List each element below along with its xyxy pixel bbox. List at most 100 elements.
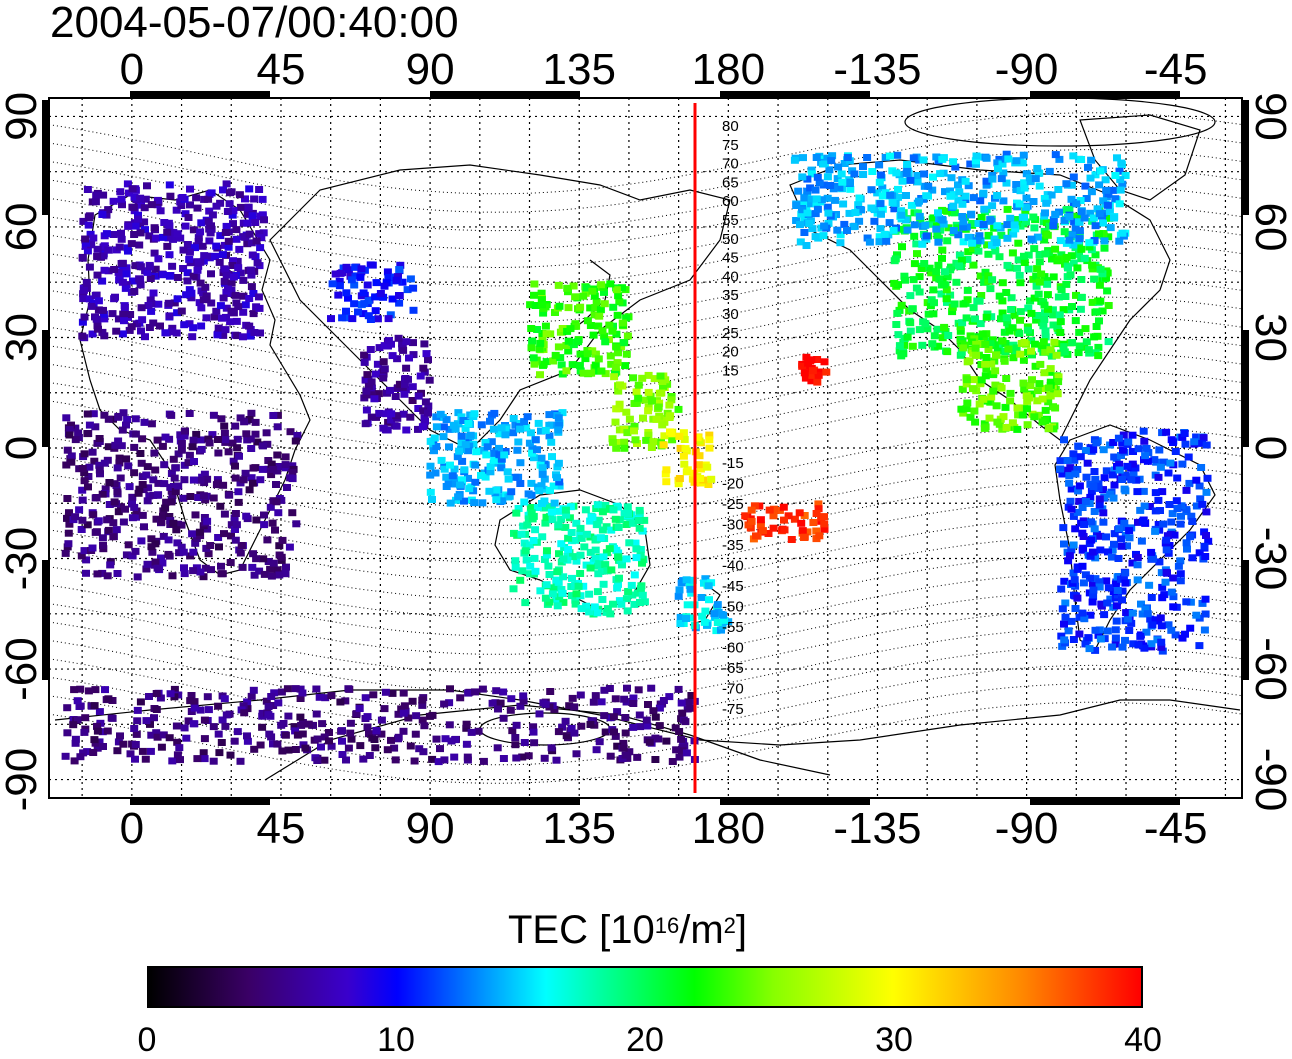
tec-cell (1186, 624, 1195, 632)
tec-cell (938, 216, 947, 224)
tec-cell (90, 736, 99, 744)
tec-cell (230, 737, 239, 745)
tec-cell (151, 466, 160, 474)
tec-cell (430, 434, 439, 442)
tec-cell (142, 471, 151, 479)
tec-cell (593, 501, 602, 509)
tec-cell (291, 685, 300, 693)
tec-cell (1089, 586, 1098, 594)
tec-cell (71, 424, 80, 432)
tec-cell (327, 692, 336, 700)
tec-cell (382, 410, 391, 418)
tec-cell (1192, 476, 1201, 484)
tec-cell (1046, 392, 1055, 400)
tec-cell (166, 690, 175, 698)
tec-cell (189, 324, 198, 332)
tec-cell (813, 378, 822, 386)
tec-cell (187, 692, 196, 699)
tec-cell (1069, 541, 1078, 549)
tec-cell (1156, 463, 1165, 471)
tec-cell (636, 585, 645, 593)
tec-cell (104, 526, 113, 534)
magnetic-latitude-label: -65 (722, 660, 744, 677)
tec-cell (521, 423, 530, 431)
tec-cell (574, 582, 583, 590)
tec-cell (546, 688, 555, 695)
tec-cell (186, 201, 194, 209)
tec-cell (859, 171, 868, 178)
tec-cell (526, 429, 535, 437)
tec-cell (663, 380, 672, 388)
tec-cell (982, 177, 991, 185)
tec-cell (1136, 506, 1145, 514)
tec-cell (1200, 626, 1209, 634)
tec-cell (173, 309, 182, 317)
tec-cell (464, 474, 472, 482)
tec-cell (366, 316, 375, 323)
tec-cell (667, 396, 676, 404)
tec-observation-points (61, 150, 1213, 766)
tec-cell (165, 513, 174, 520)
tec-cell (1143, 610, 1152, 618)
tec-cell (747, 517, 756, 525)
tec-cell (1013, 425, 1022, 433)
tec-cell (94, 517, 103, 525)
tec-cell (235, 245, 244, 253)
tec-cell (562, 732, 571, 740)
tec-cell (577, 605, 586, 613)
tec-cell (325, 737, 333, 745)
tec-cell (1081, 640, 1090, 648)
tec-cell (572, 322, 581, 330)
tec-cell (1127, 619, 1136, 627)
tec-cell (579, 292, 588, 300)
tec-cell (517, 530, 526, 538)
tec-cell (256, 476, 265, 484)
tec-cell (176, 431, 185, 439)
tec-cell (1174, 562, 1183, 570)
tec-cell (82, 278, 91, 286)
tec-cell (211, 252, 219, 260)
tec-cell (246, 332, 255, 340)
tec-cell (916, 216, 925, 224)
tec-cell (381, 688, 390, 696)
tec-cell (328, 280, 337, 288)
tec-cell (622, 595, 631, 603)
tec-cell (642, 716, 651, 724)
tec-cell (387, 736, 395, 744)
tec-cell (143, 463, 152, 471)
tec-cell (676, 444, 685, 452)
tec-cell (95, 466, 104, 474)
tec-cell (980, 205, 989, 213)
tec-cell (462, 720, 471, 728)
tec-cell (227, 521, 236, 529)
tec-cell (1154, 496, 1163, 504)
tec-cell (586, 564, 595, 572)
tec-cell (248, 251, 257, 259)
tec-cell (919, 195, 928, 203)
tec-cell (222, 271, 231, 279)
tec-cell (153, 196, 162, 204)
tec-cell (943, 207, 952, 215)
tec-cell (1190, 438, 1199, 446)
tec-cell (520, 498, 529, 506)
tec-cell (983, 397, 992, 405)
tec-cell (183, 241, 192, 248)
tec-cell (551, 309, 559, 316)
tec-cell (99, 191, 108, 199)
colorbar-tick-label: 20 (626, 1021, 664, 1059)
tec-cell (870, 217, 879, 225)
tec-cell (614, 580, 622, 588)
tec-cell (430, 447, 438, 455)
tec-cell (174, 482, 183, 490)
tec-cell (1054, 293, 1063, 301)
tec-cell (893, 151, 902, 159)
tec-cell (1073, 594, 1082, 602)
tec-cell (64, 540, 73, 548)
tec-cell (105, 501, 114, 508)
tec-cell (946, 266, 955, 274)
tec-cell (264, 457, 273, 464)
tec-cell (954, 196, 963, 204)
tec-cell (210, 313, 219, 321)
latitude-tick-label: -60 (1246, 637, 1292, 701)
tec-cell (464, 689, 473, 697)
